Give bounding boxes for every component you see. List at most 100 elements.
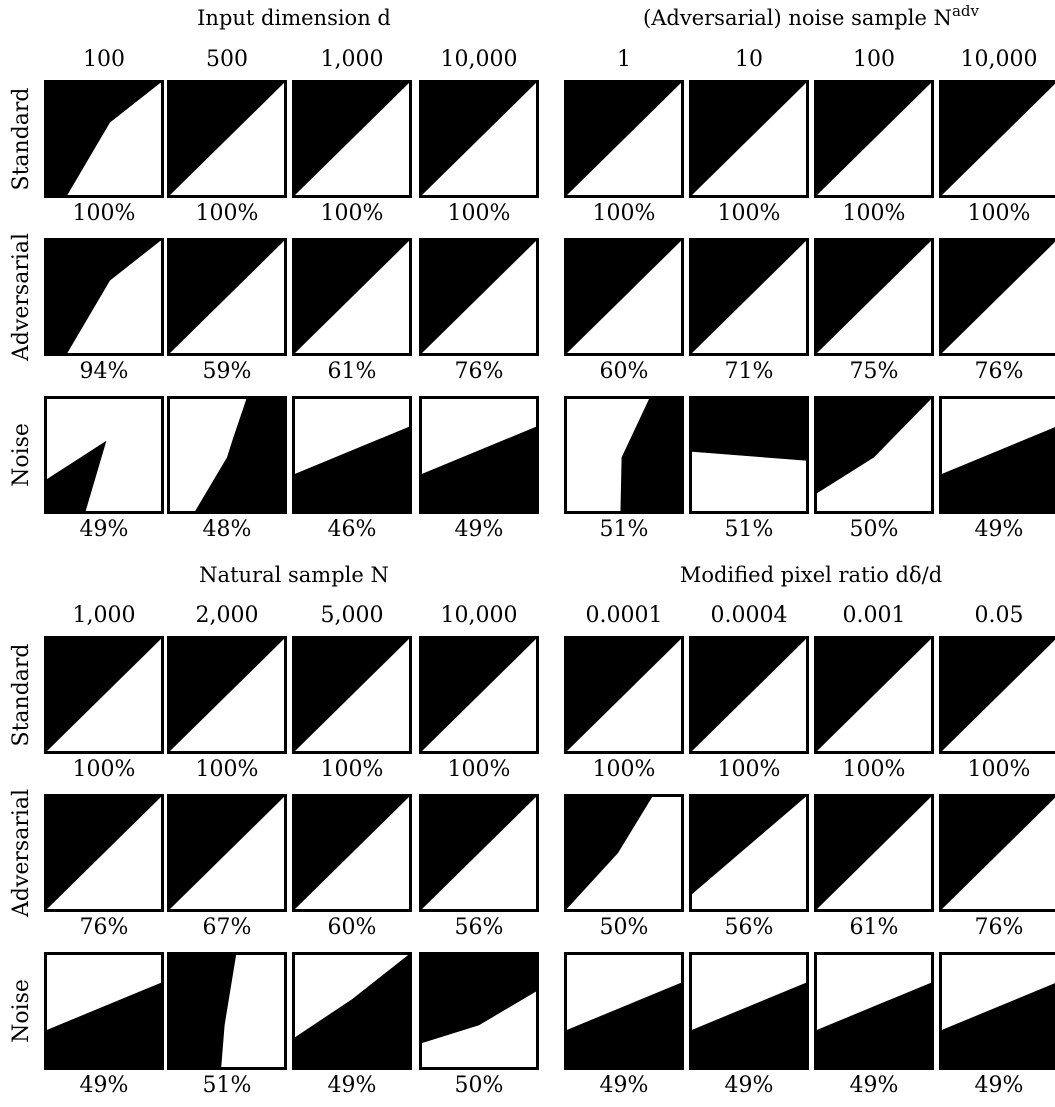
panel-frame [419,794,539,912]
decision-region [814,80,934,198]
panel-frame [939,636,1055,754]
panel-frame [939,952,1055,1070]
panel-frame [939,238,1055,356]
panel-standard [814,636,934,754]
panel-noise [564,952,684,1070]
panel-adversarial [939,794,1055,912]
decision-region [292,425,412,514]
panel-standard [419,80,539,198]
decision-region [939,427,1055,514]
panel-frame [814,238,934,356]
panel-frame [564,238,684,356]
decision-region [44,794,164,912]
decision-region [814,981,934,1070]
row-label-noise: Noise [9,423,34,487]
accuracy-label: 50% [850,517,899,542]
decision-region [419,794,539,912]
accuracy-label: 100% [448,201,511,226]
decision-region [167,952,237,1070]
decision-region [292,794,412,912]
decision-region [689,794,809,897]
decision-region [564,981,684,1070]
accuracy-label: 100% [843,757,906,782]
accuracy-label: 100% [718,757,781,782]
panel-standard [939,636,1055,754]
group-2-col-label: 10 [735,47,763,72]
accuracy-label: 60% [328,915,377,940]
decision-region [44,636,164,754]
accuracy-label: 100% [448,757,511,782]
panel-noise [419,396,539,514]
decision-region [419,425,539,514]
decision-region [292,952,412,1070]
panel-noise [814,396,934,514]
panel-frame [292,396,412,514]
panel-frame [689,238,809,356]
accuracy-label: 100% [593,757,656,782]
panel-frame [689,80,809,198]
decision-region [689,396,809,461]
panel-noise [814,952,934,1070]
decision-region [814,396,934,496]
decision-region [689,981,809,1070]
panel-standard [939,80,1055,198]
panel-noise [44,396,164,514]
panel-frame [814,952,934,1070]
accuracy-label: 60% [600,359,649,384]
panel-noise [939,952,1055,1070]
panel-adversarial [814,238,934,356]
panel-frame [292,952,412,1070]
panel-frame [44,636,164,754]
accuracy-label: 51% [203,1073,252,1098]
decision-region [419,80,539,198]
accuracy-label: 94% [80,359,129,384]
accuracy-label: 59% [203,359,252,384]
decision-region [814,238,934,356]
decision-region [292,80,412,198]
accuracy-label: 100% [196,201,259,226]
decision-region [167,636,287,754]
accuracy-label: 100% [593,201,656,226]
panel-noise [564,396,684,514]
panel-frame [419,636,539,754]
group-2-col-label: 100 [853,47,895,72]
decision-region [292,238,412,356]
accuracy-label: 49% [975,1073,1024,1098]
panel-frame [419,952,539,1070]
panel-frame [814,636,934,754]
accuracy-label: 100% [196,757,259,782]
panel-frame [689,636,809,754]
row-label-adversarial: Adversarial [9,789,34,918]
panel-noise [292,952,412,1070]
panel-noise [689,396,809,514]
panel-adversarial [44,794,164,912]
decision-region [44,440,107,514]
accuracy-label: 49% [80,517,129,542]
panel-standard [167,80,287,198]
accuracy-label: 49% [80,1073,129,1098]
panel-frame [167,238,287,356]
panel-standard [689,80,809,198]
panel-adversarial [564,238,684,356]
panel-noise [167,396,287,514]
panel-frame [939,80,1055,198]
row-label-standard: Standard [9,644,34,747]
decision-region [939,238,1055,356]
panel-frame [292,80,412,198]
panel-noise [44,952,164,1070]
accuracy-label: 100% [73,201,136,226]
panel-standard [167,636,287,754]
group-1-col-label: 100 [83,47,125,72]
decision-region [167,80,287,198]
panel-frame [44,238,164,356]
accuracy-label: 75% [850,359,899,384]
decision-region [564,794,654,912]
decision-region [292,636,412,754]
panel-adversarial [167,238,287,356]
panel-frame [292,794,412,912]
accuracy-label: 56% [725,915,774,940]
group-2-title: (Adversarial) noise sample Nadv [643,2,979,30]
decision-region [814,794,934,912]
panel-standard [689,636,809,754]
